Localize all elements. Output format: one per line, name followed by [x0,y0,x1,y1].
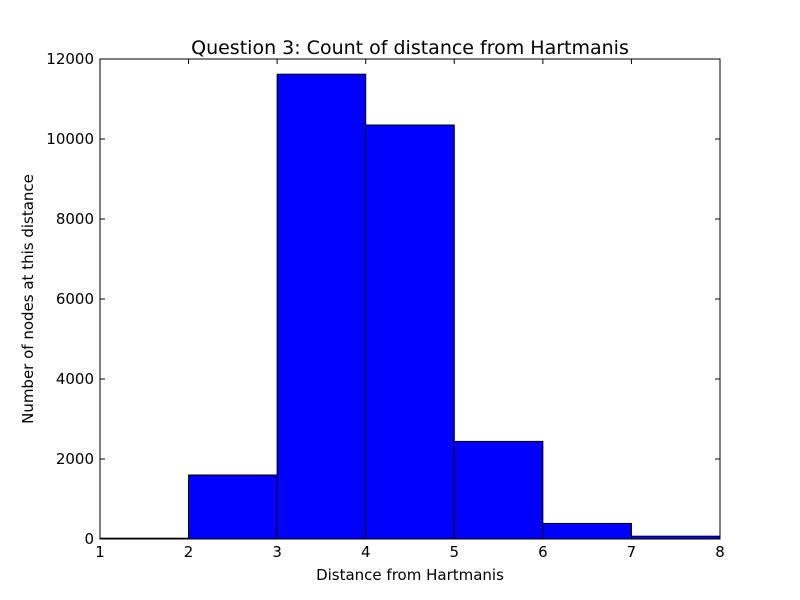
histogram-bar-3 [276,73,367,540]
ticks-group: 1 2 3 4 5 6 7 8 0 2000 4000 6000 8000 10000 12000 [46,50,724,561]
plot-frame [99,58,721,540]
x-axis-label: Distance from Hartmanis [316,566,504,584]
chart-title: Question 3: Count of distance from Hartm… [191,37,629,59]
bars-group [99,73,721,540]
x-tick-label: 3 [272,543,282,561]
x-tick-label: 1 [95,543,105,561]
histogram-bar-4 [365,124,455,540]
histogram-bar-2 [188,474,278,540]
y-tick-label: 8000 [56,210,94,228]
y-tick-label: 10000 [46,130,94,148]
y-axis-label: Number of nodes at this distance [19,174,37,424]
x-tick-label: 4 [361,543,371,561]
y-tick-label: 2000 [56,450,94,468]
x-tick-label: 6 [538,543,548,561]
x-tick-label: 8 [715,543,725,561]
x-tick-label: 7 [627,543,637,561]
y-tick-label: 6000 [56,290,94,308]
y-tick-label: 12000 [46,50,94,68]
y-tick-label: 4000 [56,370,94,388]
x-tick-label: 5 [450,543,460,561]
y-tick-label: 0 [84,530,94,548]
x-tick-label: 2 [184,543,194,561]
histogram-bar-6 [542,522,632,540]
histogram-bar-5 [453,440,544,540]
